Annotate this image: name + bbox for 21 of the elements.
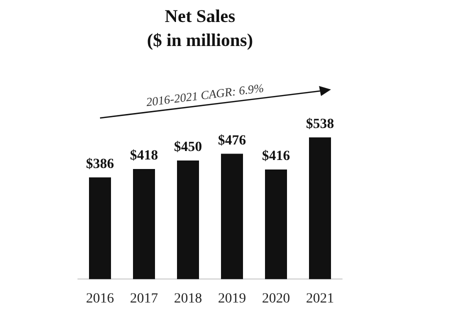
x-tick-label: 2021 [306,291,334,306]
data-label: $538 [306,116,334,132]
x-tick-label: 2016 [86,291,114,306]
text: 2016-2021 CAGR: 6.9% [144,80,266,112]
bar [265,170,287,280]
data-label: $418 [130,148,158,164]
data-label: $416 [262,149,290,164]
data-label: $450 [174,140,202,156]
x-tick-label: 2018 [174,291,202,306]
bar [309,137,331,280]
bar [133,168,155,280]
x-tick-label: 2017 [130,291,158,306]
data-label: $476 [218,133,246,148]
bar [177,160,199,280]
x-tick-label: 2020 [262,291,290,306]
chart-title: Net Sales [164,5,236,28]
bar [221,154,243,280]
chart-subtitle: ($ in millions) [146,29,254,52]
data-label: $386 [86,157,114,172]
bar [89,177,111,280]
x-tick-label: 2019 [218,291,246,306]
